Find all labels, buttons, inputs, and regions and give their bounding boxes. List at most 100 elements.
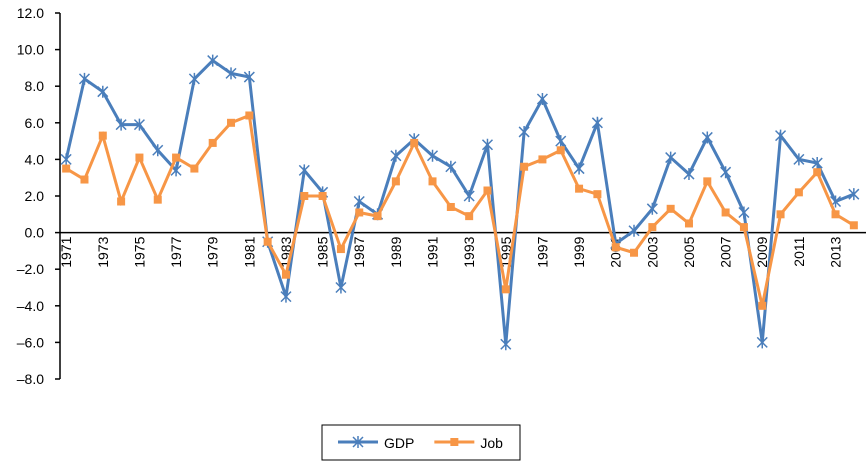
marker — [591, 116, 603, 129]
marker — [225, 67, 237, 80]
marker — [62, 164, 71, 173]
marker — [793, 153, 805, 166]
marker — [426, 149, 439, 162]
y-tick-label: –4.0 — [17, 298, 44, 314]
y-tick-label: –2.0 — [17, 261, 44, 277]
marker — [775, 129, 787, 142]
marker — [463, 190, 475, 202]
marker — [188, 72, 200, 85]
marker — [703, 177, 712, 186]
marker — [245, 111, 254, 120]
marker — [813, 168, 822, 177]
y-tick-label: 8.0 — [25, 78, 45, 94]
marker — [738, 206, 750, 219]
x-tick-label: 2003 — [644, 236, 660, 267]
marker — [593, 190, 602, 199]
marker — [172, 153, 181, 162]
x-tick-label: 2009 — [754, 236, 770, 267]
marker — [281, 270, 290, 279]
marker — [352, 436, 364, 448]
marker — [666, 204, 675, 213]
marker — [410, 138, 419, 147]
series-line — [64, 58, 855, 345]
marker — [573, 162, 585, 175]
marker — [501, 285, 510, 294]
marker — [518, 125, 530, 138]
marker — [227, 118, 236, 127]
marker — [391, 177, 400, 186]
x-tick-label: 1997 — [534, 236, 550, 267]
marker — [849, 221, 858, 230]
marker — [115, 118, 127, 131]
marker — [445, 160, 457, 173]
x-tick-label: 2013 — [828, 236, 844, 267]
x-tick-label: 2011 — [791, 236, 807, 266]
marker — [538, 155, 547, 164]
x-tick-label: 1979 — [205, 236, 221, 267]
marker — [848, 188, 860, 201]
marker — [555, 135, 567, 148]
marker — [298, 164, 310, 177]
marker — [630, 248, 639, 257]
marker — [280, 290, 292, 303]
marker — [721, 208, 730, 217]
marker — [373, 212, 382, 221]
marker — [536, 93, 548, 106]
marker — [207, 54, 219, 67]
y-tick-label: 4.0 — [25, 151, 45, 167]
marker — [483, 186, 492, 195]
x-tick-label: 2007 — [718, 236, 734, 267]
marker — [811, 157, 823, 170]
x-tick-label: 1977 — [168, 236, 184, 267]
legend-label: Job — [480, 435, 503, 451]
marker — [701, 131, 713, 144]
y-tick-label: 6.0 — [25, 115, 45, 131]
marker — [336, 245, 345, 254]
marker — [481, 138, 494, 151]
marker — [611, 243, 620, 252]
marker — [831, 210, 840, 219]
marker — [500, 338, 512, 351]
marker — [739, 223, 748, 232]
marker — [756, 336, 768, 349]
y-tick-label: –6.0 — [17, 334, 44, 350]
marker — [98, 131, 107, 140]
y-tick-label: 2.0 — [25, 188, 45, 204]
marker — [353, 195, 365, 208]
marker — [428, 177, 437, 186]
x-tick-label: 1985 — [315, 236, 331, 267]
x-tick-label: 1989 — [388, 236, 404, 267]
marker — [152, 144, 164, 157]
marker — [80, 175, 89, 184]
marker — [208, 138, 217, 147]
marker — [450, 438, 459, 446]
x-tick-label: 1993 — [461, 236, 477, 267]
marker — [78, 72, 91, 85]
marker — [135, 153, 144, 162]
marker — [646, 202, 658, 215]
marker — [335, 281, 347, 294]
marker — [794, 188, 803, 197]
marker — [318, 192, 327, 200]
x-tick-label: 1981 — [241, 236, 257, 267]
marker — [97, 85, 109, 98]
marker — [720, 166, 732, 179]
marker — [575, 184, 584, 193]
x-tick-label: 1971 — [58, 236, 74, 267]
marker — [153, 195, 162, 204]
marker — [776, 210, 785, 219]
x-tick-label: 1973 — [95, 236, 111, 267]
marker — [243, 71, 255, 84]
y-tick-label: –8.0 — [17, 371, 44, 387]
legend-label: GDP — [384, 435, 414, 451]
y-tick-label: 12.0 — [17, 5, 44, 21]
marker — [684, 219, 693, 228]
legend-box — [321, 424, 521, 461]
marker — [648, 223, 657, 232]
x-tick-label: 1975 — [131, 236, 147, 267]
x-tick-label: 1987 — [351, 236, 367, 267]
marker — [758, 301, 767, 310]
marker — [355, 208, 364, 217]
marker — [300, 192, 309, 200]
